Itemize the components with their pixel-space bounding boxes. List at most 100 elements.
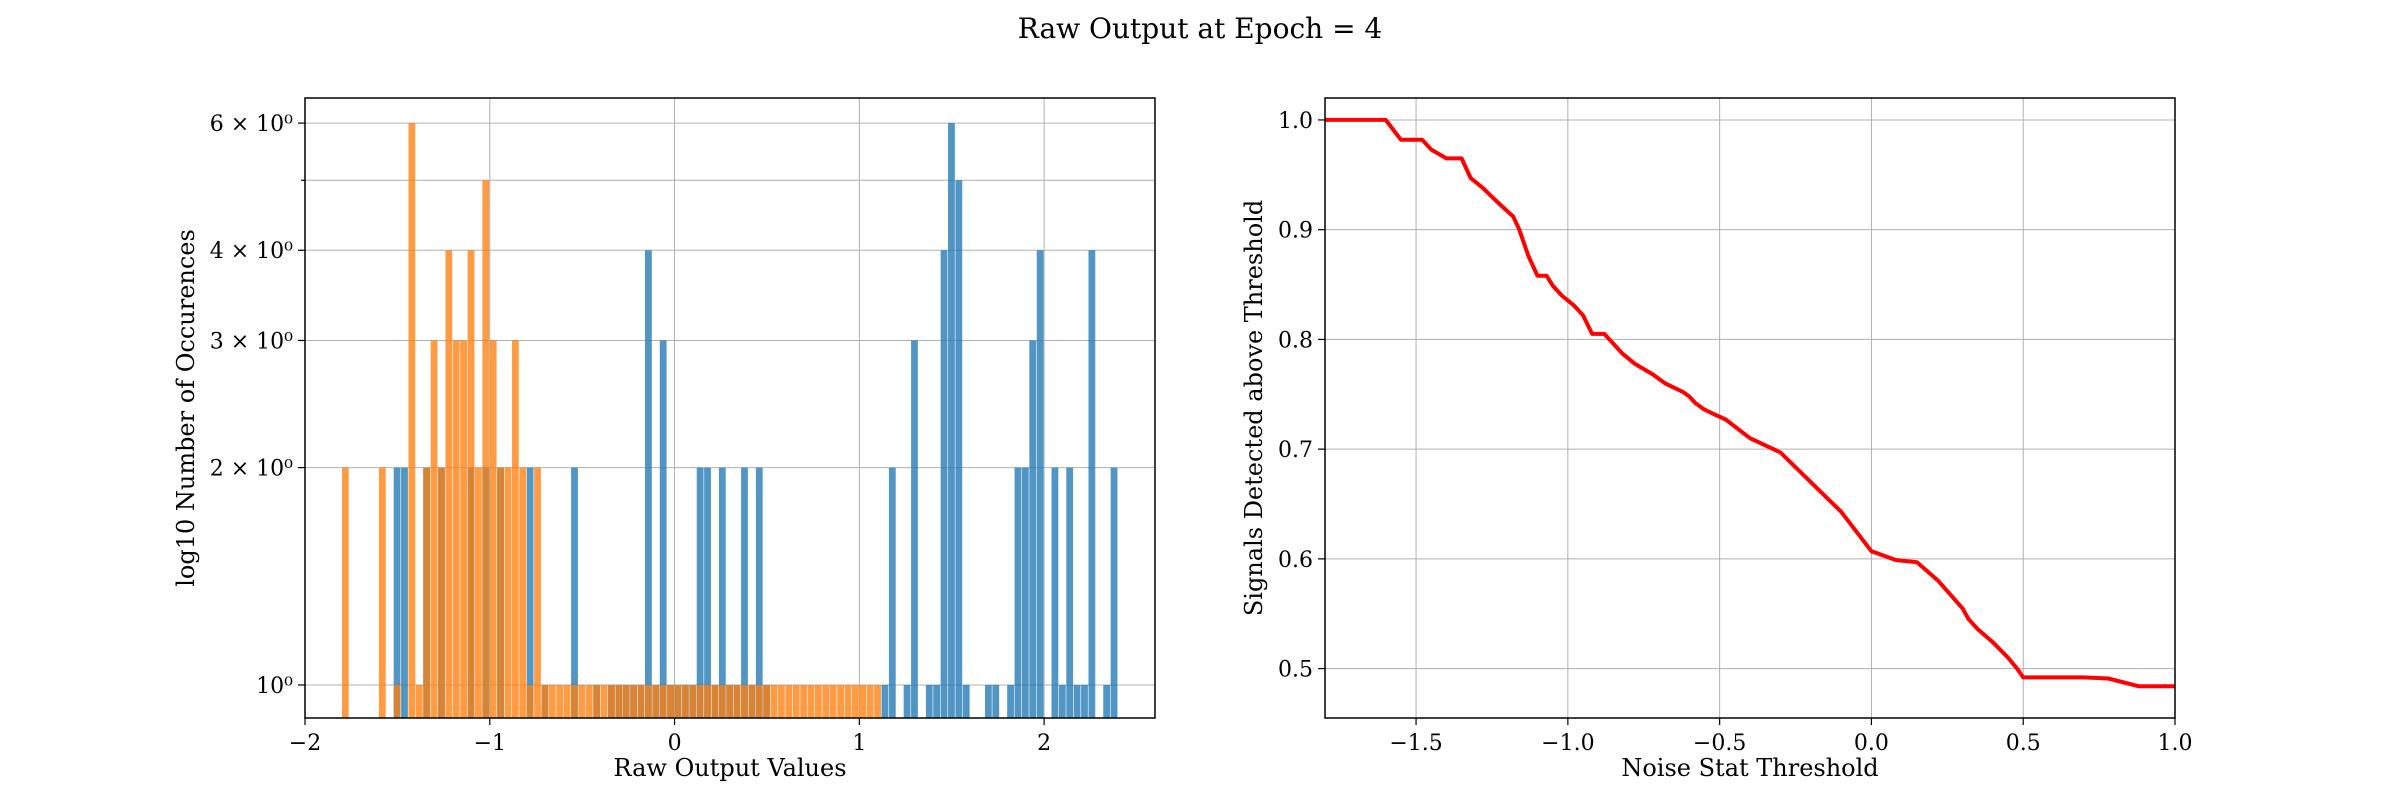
histogram-bar [489,340,497,718]
histogram-bar [578,684,586,718]
histogram-bar [844,684,852,718]
histogram-y-tick-label: 6 × 10⁰ [210,112,293,137]
histogram-bar [438,467,445,718]
histogram-bar [770,684,778,718]
histogram-bar [704,467,711,718]
histogram-bar [526,684,534,718]
histogram-bar [622,684,630,718]
histogram-bar [778,684,785,718]
histogram-bar [829,684,837,718]
histogram-bar [615,684,623,718]
histogram-xlabel: Raw Output Values [613,754,846,782]
histogram-bar [1088,250,1096,719]
histogram-bar [600,684,608,718]
histogram-bar [748,684,756,718]
histogram-bar [925,684,933,718]
histogram-bar [837,684,844,718]
histogram-bar [755,684,763,718]
figure-suptitle: Raw Output at Epoch = 4 [1018,12,1383,45]
line-y-tick-label: 0.7 [1278,438,1313,463]
histogram-bar [534,467,541,718]
histogram-bar [430,340,438,718]
histogram-x-tick-label: 0 [668,731,682,756]
histogram-bar [608,684,615,718]
histogram-bar [548,684,556,718]
histogram-bar [822,684,830,718]
histogram-bar [866,684,874,718]
line-x-tick-label: −1.5 [1389,731,1442,756]
histogram-bar [962,684,970,718]
histogram-bar [541,684,549,718]
histogram-bar [1110,467,1118,718]
histogram-bar [659,340,667,718]
histogram-bar [511,340,519,718]
histogram-bar [571,684,578,718]
histogram-bar [571,467,578,718]
histogram-frame [304,97,1156,719]
line-y-tick-label: 0.8 [1278,328,1313,353]
histogram-bar [704,684,711,718]
histogram-bar [637,684,645,718]
histogram-panel: −2 −1 0 1 2 10⁰ 2 × 10⁰ 3 × 10⁰ 4 × 10⁰ 6 × 10⁰ R… [172,97,1156,782]
line-frame [1324,97,2176,719]
histogram-bar [1007,684,1014,718]
histogram-bar [888,467,896,718]
histogram-bar [415,684,423,718]
histogram-bar [741,467,748,718]
histogram-bar [504,467,512,718]
histogram-bar [689,684,697,718]
histogram-bar [1036,250,1044,719]
histogram-bar [763,684,771,718]
histogram-bar [526,467,534,718]
histogram-bar [556,684,564,718]
histogram-bar [593,684,601,718]
histogram-bar [445,250,453,719]
histogram-ylabel: log10 Number of Occurences [172,229,200,587]
histogram-bar [681,684,689,718]
histogram-bar [475,467,482,718]
histogram-bar [378,467,386,718]
histogram-bar [1073,684,1081,718]
histogram-bar [1058,684,1066,718]
histogram-ticks: −2 −1 0 1 2 10⁰ 2 × 10⁰ 3 × 10⁰ 4 × 10⁰ 6 × 10⁰ [210,112,1051,756]
histogram-bar [460,340,468,718]
histogram-bar [948,123,955,718]
histogram-y-tick-label: 10⁰ [256,674,293,699]
histogram-bar [718,467,726,718]
histogram-y-tick-label: 4 × 10⁰ [210,239,293,264]
line-ylabel: Signals Detected above Threshold [1240,200,1268,616]
histogram-bar [497,467,504,718]
histogram-bar [519,467,527,718]
histogram-bar [630,684,638,718]
histogram-bar [718,684,726,718]
histogram-bar [815,684,822,718]
histogram-x-tick-label: −2 [289,731,321,756]
histogram-bar [800,684,808,718]
histogram-bar [423,467,431,718]
line-panel: −1.5 −1.0 −0.5 0.0 0.5 1.00.50.60.70.80.91.0 … [1240,97,2193,782]
histogram-bar [696,684,704,718]
histogram-bar [985,684,992,718]
histogram-x-tick-label: 2 [1037,731,1051,756]
line-ticks: −1.5 −1.0 −0.5 0.0 0.5 1.0 0.5 0.6 0.7 0.8 0.9 1.0 [1278,109,2193,756]
line-x-tick-label: 0.5 [2006,731,2041,756]
histogram-bar [452,340,460,718]
histogram-bar [903,684,911,718]
histogram-bar [807,684,815,718]
line-series [1325,117,2175,689]
histogram-bar [659,684,667,718]
histogram-bar [467,250,475,719]
signals-detected-line [1325,117,2175,689]
histogram-bar [911,340,918,718]
histogram-bar [401,467,408,718]
histogram-bar [1021,467,1029,718]
histogram-bar [992,684,1000,718]
histogram-bar [645,250,652,719]
histogram-bar [667,684,674,718]
histogram-bar [940,250,948,719]
histogram-bar [1014,467,1022,718]
histogram-bar [563,684,571,718]
histogram-bar [1066,467,1074,718]
histogram-bar [859,684,867,718]
histogram-bar [733,684,741,718]
